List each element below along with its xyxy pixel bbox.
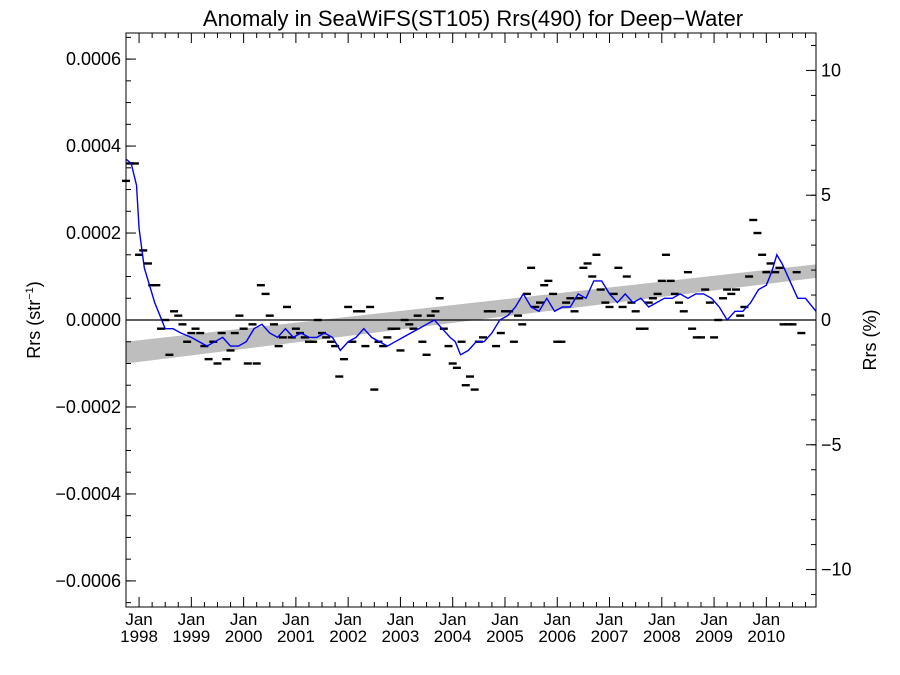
x-tick-month-label: Jan <box>387 610 414 629</box>
x-tick-year-label: 2001 <box>277 627 315 646</box>
left-tick-label: 0.0000 <box>66 310 121 330</box>
x-tick-month-label: Jan <box>334 610 361 629</box>
x-tick-year-label: 2009 <box>695 627 733 646</box>
right-tick-label: 5 <box>821 185 831 205</box>
left-tick-label: 0.0002 <box>66 223 121 243</box>
x-tick-month-label: Jan <box>230 610 257 629</box>
x-tick-month-label: Jan <box>596 610 623 629</box>
right-tick-label: −5 <box>821 435 842 455</box>
x-tick-year-label: 1998 <box>120 627 158 646</box>
x-axis: Jan1998Jan1999Jan2000Jan2001Jan2002Jan20… <box>120 33 807 646</box>
left-axis: 0.0006 0.0004 0.0002 0.0000 −0.0002 −0.0004 −0… <box>55 36 136 604</box>
trend-band-layer <box>126 264 816 364</box>
x-tick-year-label: 2002 <box>329 627 367 646</box>
x-tick-year-label: 1999 <box>172 627 210 646</box>
x-tick-year-label: 2004 <box>434 627 472 646</box>
running-mean-layer <box>125 158 817 356</box>
chart-title: Anomaly in SeaWiFS(ST105) Rrs(490) for D… <box>203 6 743 31</box>
right-tick-label: −10 <box>821 560 852 580</box>
right-tick-label: 10 <box>821 60 841 80</box>
y-axis-left-label-exponent: −1 <box>24 287 36 300</box>
left-tick-label: −0.0004 <box>55 484 121 504</box>
x-tick-year-label: 2006 <box>538 627 576 646</box>
y-axis-left-label-text: Rrs (str <box>24 300 44 359</box>
x-tick-year-label: 2003 <box>382 627 420 646</box>
x-tick-year-label: 2000 <box>225 627 263 646</box>
x-tick-month-label: Jan <box>125 610 152 629</box>
y-axis-right-label: Rrs (%) <box>860 310 880 371</box>
left-tick-label: 0.0006 <box>66 49 121 69</box>
x-tick-month-label: Jan <box>544 610 571 629</box>
x-tick-month-label: Jan <box>491 610 518 629</box>
x-tick-month-label: Jan <box>282 610 309 629</box>
running-mean-line <box>125 158 817 356</box>
y-axis-left-label-close: ) <box>24 281 44 287</box>
left-tick-label: −0.0002 <box>55 397 121 417</box>
x-tick-month-label: Jan <box>753 610 780 629</box>
x-tick-month-label: Jan <box>648 610 675 629</box>
x-tick-month-label: Jan <box>439 610 466 629</box>
monthly-points-layer <box>122 162 806 391</box>
y-axis-left-label: Rrs (str−1) <box>24 281 44 359</box>
trend-confidence-band <box>126 264 816 364</box>
x-tick-month-label: Jan <box>178 610 205 629</box>
x-tick-year-label: 2007 <box>591 627 629 646</box>
left-tick-label: 0.0004 <box>66 136 121 156</box>
x-tick-year-label: 2010 <box>747 627 785 646</box>
x-tick-year-label: 2008 <box>643 627 681 646</box>
x-tick-month-label: Jan <box>700 610 727 629</box>
left-tick-label: −0.0006 <box>55 571 121 591</box>
x-tick-year-label: 2005 <box>486 627 524 646</box>
right-tick-label: 0 <box>821 310 831 330</box>
right-axis: 10 5 0 −5 −10 <box>806 44 852 596</box>
